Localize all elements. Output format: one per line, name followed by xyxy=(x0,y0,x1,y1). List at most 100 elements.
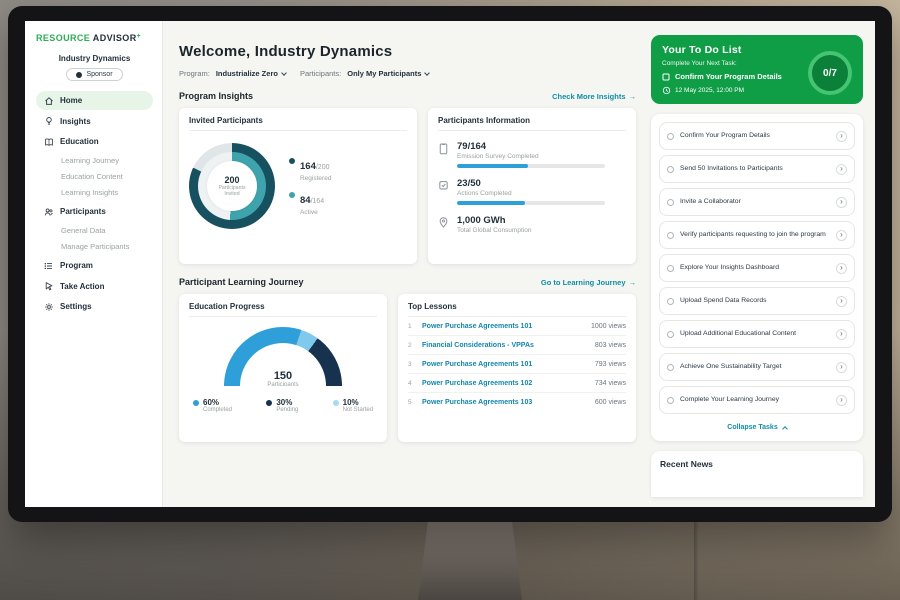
task-label: Complete Your Learning Journey xyxy=(680,396,830,405)
card-title: Education Progress xyxy=(189,302,377,317)
task-checkbox[interactable] xyxy=(667,364,674,371)
participants-filter-dropdown[interactable]: Only My Participants xyxy=(347,69,429,78)
task-row[interactable]: Complete Your Learning Journey › xyxy=(659,386,855,414)
legend-dot xyxy=(333,400,339,406)
chevron-right-icon[interactable]: › xyxy=(836,230,847,241)
chevron-right-icon[interactable]: › xyxy=(836,263,847,274)
gauge-center-value: 150 xyxy=(224,370,342,382)
lesson-link[interactable]: Financial Considerations - VPPAs xyxy=(422,342,588,349)
task-row[interactable]: Confirm Your Program Details › xyxy=(659,122,855,150)
task-label: Upload Spend Data Records xyxy=(680,297,830,306)
task-row[interactable]: Upload Additional Educational Content › xyxy=(659,320,855,348)
sidebar-item-program[interactable]: Program xyxy=(36,256,153,275)
info-label: Total Global Consumption xyxy=(457,227,531,234)
monitor-stand xyxy=(418,518,522,600)
lesson-views: 600 views xyxy=(595,399,626,406)
sidebar-item-label: Take Action xyxy=(60,282,104,291)
todo-tasks-card: Confirm Your Program Details › Send 50 I… xyxy=(651,114,863,441)
task-row[interactable]: Explore Your Insights Dashboard › xyxy=(659,254,855,282)
chevron-right-icon[interactable]: › xyxy=(836,197,847,208)
task-checkbox[interactable] xyxy=(667,331,674,338)
program-filter-dropdown[interactable]: Industrialize Zero xyxy=(216,69,286,78)
checkbox-icon xyxy=(662,73,670,81)
lesson-link[interactable]: Power Purchase Agreements 102 xyxy=(422,380,588,387)
education-progress-gauge-chart: 150 Participants xyxy=(224,327,342,386)
home-icon xyxy=(44,96,54,106)
sidebar-item-take-action[interactable]: Take Action xyxy=(36,277,153,296)
lesson-row[interactable]: 5 Power Purchase Agreements 103 600 view… xyxy=(408,393,626,411)
check-more-insights-link[interactable]: Check More Insights → xyxy=(552,92,636,101)
lesson-rank: 3 xyxy=(408,361,415,368)
legend-total: /200 xyxy=(316,164,330,171)
task-row[interactable]: Verify participants requesting to join t… xyxy=(659,221,855,249)
link-label: Go to Learning Journey xyxy=(541,278,626,287)
chevron-right-icon[interactable]: › xyxy=(836,131,847,142)
chevron-right-icon[interactable]: › xyxy=(836,329,847,340)
legend-value: 30% xyxy=(276,398,298,407)
task-checkbox[interactable] xyxy=(667,397,674,404)
chevron-right-icon[interactable]: › xyxy=(836,395,847,406)
sidebar-item-learning-journey[interactable]: Learning Journey xyxy=(36,153,153,169)
chevron-right-icon[interactable]: › xyxy=(836,362,847,373)
lesson-link[interactable]: Power Purchase Agreements 103 xyxy=(422,399,588,406)
dashboard-screen: RESOURCE ADVISOR+ Industry Dynamics Spon… xyxy=(25,21,875,507)
sidebar-item-settings[interactable]: Settings xyxy=(36,297,153,316)
program-filter-value: Industrialize Zero xyxy=(216,69,278,78)
sidebar-item-insights[interactable]: Insights xyxy=(36,112,153,131)
collapse-tasks-link[interactable]: Collapse Tasks xyxy=(659,419,855,433)
program-filter-label: Program: xyxy=(179,69,210,78)
lesson-link[interactable]: Power Purchase Agreements 101 xyxy=(422,323,584,330)
sidebar-item-education-content[interactable]: Education Content xyxy=(36,169,153,185)
education-icon xyxy=(44,137,54,147)
info-value: 1,000 GWh xyxy=(457,215,531,226)
sponsor-badge[interactable]: Sponsor xyxy=(66,68,122,81)
sidebar-item-label: Settings xyxy=(60,302,92,311)
legend-item-registered: 164/200 Registered xyxy=(289,156,331,182)
legend-item-pending: 30% Pending xyxy=(266,398,298,413)
donut-center-value: 200 xyxy=(224,175,239,185)
task-checkbox[interactable] xyxy=(667,232,674,239)
lesson-row[interactable]: 2 Financial Considerations - VPPAs 803 v… xyxy=(408,336,626,355)
sidebar-item-general-data[interactable]: General Data xyxy=(36,223,153,239)
task-row[interactable]: Achieve One Sustainability Target › xyxy=(659,353,855,381)
chevron-down-icon xyxy=(281,70,287,76)
chevron-right-icon[interactable]: › xyxy=(836,164,847,175)
legend-item-active: 84/164 Active xyxy=(289,190,331,216)
lesson-rank: 1 xyxy=(408,323,415,330)
task-row[interactable]: Invite a Collaborator › xyxy=(659,188,855,216)
task-label: Explore Your Insights Dashboard xyxy=(680,264,830,273)
chevron-right-icon[interactable]: › xyxy=(836,296,847,307)
go-to-learning-journey-link[interactable]: Go to Learning Journey → xyxy=(541,278,636,287)
participants-information-card: Participants Information 79/164 Emission… xyxy=(428,108,636,264)
progress-fill xyxy=(457,164,528,168)
learning-journey-header: Participant Learning Journey Go to Learn… xyxy=(179,277,636,287)
wall-seam xyxy=(694,516,698,600)
sidebar-item-learning-insights[interactable]: Learning Insights xyxy=(36,185,153,201)
legend-dot xyxy=(266,400,272,406)
task-checkbox[interactable] xyxy=(667,133,674,140)
monitor-bezel: RESOURCE ADVISOR+ Industry Dynamics Spon… xyxy=(8,6,892,522)
task-row[interactable]: Send 50 Invitations to Participants › xyxy=(659,155,855,183)
task-checkbox[interactable] xyxy=(667,298,674,305)
lesson-row[interactable]: 4 Power Purchase Agreements 102 734 view… xyxy=(408,374,626,393)
lesson-row[interactable]: 1 Power Purchase Agreements 101 1000 vie… xyxy=(408,317,626,336)
legend-dot xyxy=(193,400,199,406)
sidebar-item-manage-participants[interactable]: Manage Participants xyxy=(36,239,153,255)
task-row[interactable]: Upload Spend Data Records › xyxy=(659,287,855,315)
legend-value: 84 xyxy=(300,195,311,206)
page-title: Welcome, Industry Dynamics xyxy=(179,43,636,60)
info-value: 79/164 xyxy=(457,141,605,152)
take-action-icon xyxy=(44,281,54,291)
lesson-link[interactable]: Power Purchase Agreements 101 xyxy=(422,361,588,368)
sidebar-item-education[interactable]: Education xyxy=(36,132,153,151)
sidebar-item-participants[interactable]: Participants xyxy=(36,202,153,221)
lesson-row[interactable]: 3 Power Purchase Agreements 101 793 view… xyxy=(408,355,626,374)
sidebar-item-home[interactable]: Home xyxy=(36,91,153,110)
card-title: Top Lessons xyxy=(408,302,626,317)
task-label: Achieve One Sustainability Target xyxy=(680,363,830,372)
actions-icon xyxy=(438,179,449,192)
lesson-views: 803 views xyxy=(595,342,626,349)
task-checkbox[interactable] xyxy=(667,265,674,272)
task-checkbox[interactable] xyxy=(667,199,674,206)
task-checkbox[interactable] xyxy=(667,166,674,173)
